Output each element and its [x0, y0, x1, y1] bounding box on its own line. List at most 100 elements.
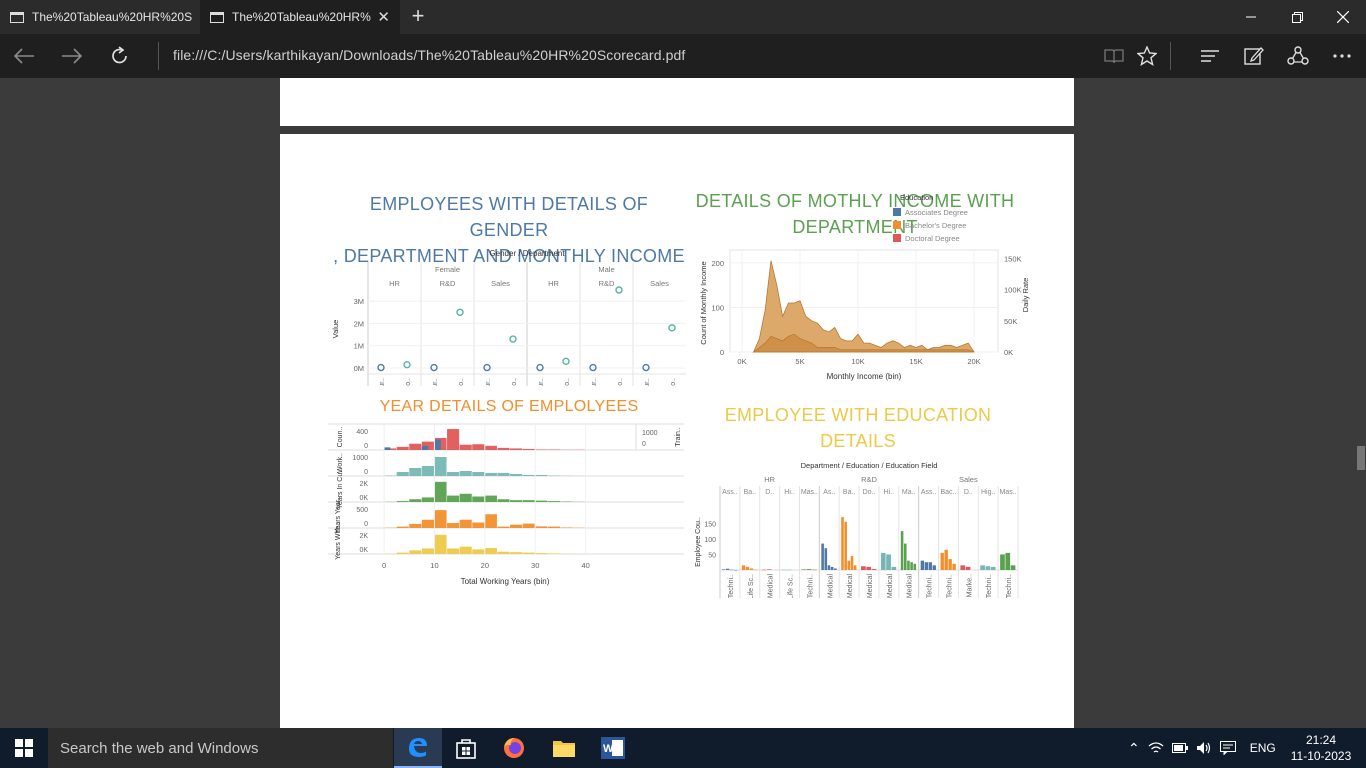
vertical-scrollbar[interactable] — [1354, 78, 1366, 728]
field-label: Medical — [907, 574, 914, 598]
favorite-button[interactable] — [1132, 42, 1162, 70]
word-app[interactable]: W — [589, 728, 637, 768]
department-label: Sales — [650, 279, 669, 288]
x-tick-label: 0K — [737, 357, 746, 366]
volume-icon[interactable] — [1196, 741, 1212, 755]
chart-1-title: EMPLOYEES WITH DETAILS OF GENDER , DEPAR… — [328, 191, 690, 269]
chart-2-title: DETAILS OF MOTHLY INCOME WITH DEPARTMENT — [690, 188, 1020, 240]
y-tick-label: 100 — [704, 537, 716, 544]
histogram-bar — [434, 510, 447, 528]
histogram-bar — [484, 495, 497, 502]
histogram-bar — [510, 500, 523, 502]
tab-1[interactable]: The%20Tableau%20HR%20S — [0, 0, 198, 34]
restore-button[interactable] — [1274, 0, 1320, 34]
x-tick-label: 20 — [481, 561, 489, 570]
row-tick-label: 0K — [359, 547, 368, 554]
gender-label: Male — [598, 265, 614, 274]
measure-label: CF-cur.. — [379, 378, 386, 386]
education-bar — [801, 569, 807, 570]
y-tick-label: 200 — [711, 259, 724, 268]
data-point — [562, 357, 570, 366]
education-label: Do.. — [863, 489, 876, 496]
field-label: Techni.. — [927, 574, 934, 598]
histogram-bar — [409, 443, 422, 450]
histogram-bar — [484, 473, 497, 476]
histogram-bar — [472, 549, 485, 554]
refresh-button[interactable] — [104, 41, 136, 71]
tab-2-title: The%20Tableau%20HR% — [232, 10, 371, 24]
forward-button[interactable] — [56, 41, 88, 71]
firefox-app[interactable] — [490, 728, 538, 768]
hub-button[interactable] — [1195, 42, 1225, 70]
histogram-bar — [434, 481, 447, 502]
y2-tick-label: 50K — [1004, 317, 1017, 326]
row-axis-title: Work.. — [337, 453, 344, 473]
education-bar — [907, 560, 910, 570]
store-app[interactable] — [442, 728, 490, 768]
data-point — [668, 324, 676, 332]
row-tick-label: 0 — [364, 521, 368, 528]
education-bar — [861, 566, 866, 570]
department-label: R&D — [599, 279, 615, 288]
right-panel-tick: 0 — [642, 441, 646, 448]
battery-icon[interactable] — [1171, 743, 1188, 753]
data-point — [403, 360, 411, 369]
education-bar — [1005, 552, 1011, 570]
legend-label: Bachelor's Degree — [905, 221, 966, 230]
y-axis-title: Count of Monthly Income — [699, 261, 708, 344]
pdf-page-1 — [280, 78, 1074, 126]
scrollbar-thumb[interactable] — [1357, 446, 1365, 470]
chart-4-title-line-2: DETAILS — [820, 431, 896, 451]
edge-app[interactable] — [394, 728, 442, 768]
x-tick-label: 20K — [967, 357, 980, 366]
measure-label: CF-cur.. — [538, 378, 545, 386]
tab-2[interactable]: The%20Tableau%20HR% ✕ — [200, 0, 400, 34]
store-icon — [456, 739, 476, 759]
education-bar — [834, 568, 837, 570]
back-button[interactable] — [8, 41, 40, 71]
y-axis-title: Value — [331, 320, 340, 339]
legend-title: Education — [900, 194, 933, 202]
web-note-button[interactable] — [1239, 42, 1269, 70]
education-label: Bac.. — [940, 489, 956, 496]
clock[interactable]: 21:24 11-10-2023 — [1286, 728, 1356, 768]
histogram-bar — [522, 448, 535, 450]
education-label: Hi.. — [884, 489, 895, 496]
reading-view-button[interactable] — [1099, 42, 1129, 70]
minimize-button[interactable] — [1228, 0, 1274, 34]
share-button[interactable] — [1283, 42, 1313, 70]
edge-icon — [409, 738, 427, 757]
more-button[interactable] — [1327, 42, 1357, 70]
education-bar — [733, 570, 738, 571]
close-tab-icon[interactable]: ✕ — [377, 9, 390, 26]
pdf-viewer[interactable]: EMPLOYEES WITH DETAILS OF GENDER , DEPAR… — [0, 78, 1366, 728]
close-window-button[interactable] — [1320, 0, 1366, 34]
field-label: Medical — [768, 574, 775, 598]
chart-1-title-line-1: EMPLOYEES WITH DETAILS OF GENDER — [369, 194, 649, 240]
url-field[interactable]: file:///C:/Users/karthikayan/Downloads/T… — [173, 47, 686, 63]
education-bar — [749, 568, 754, 570]
education-label: Hig.. — [981, 489, 995, 496]
row-tick-label: 500 — [356, 507, 368, 514]
notification-icon[interactable] — [1219, 741, 1236, 755]
histogram-bar — [447, 495, 460, 502]
show-hidden-icons-icon[interactable]: ⌃ — [1128, 739, 1140, 756]
field-label: Techni.. — [807, 574, 814, 598]
language-indicator[interactable]: ENG — [1249, 741, 1276, 755]
row-tick-label: 400 — [356, 429, 368, 436]
education-bar — [1000, 554, 1005, 570]
chart-3-title: YEAR DETAILS OF EMPLOLYEES — [379, 398, 639, 415]
wifi-icon[interactable] — [1148, 741, 1164, 755]
education-bar — [985, 566, 991, 570]
histogram-bar — [484, 445, 497, 450]
education-label: Mas.. — [801, 489, 818, 496]
new-tab-button[interactable]: + — [411, 3, 425, 28]
education-bar — [948, 559, 952, 570]
start-button[interactable] — [0, 728, 48, 768]
file-explorer-app[interactable] — [540, 728, 588, 768]
x-tick-label: 30 — [531, 561, 539, 570]
share-icon — [1287, 46, 1309, 65]
histogram-bar — [459, 471, 472, 476]
taskbar-search-box[interactable]: Search the web and Windows — [48, 728, 393, 768]
department-label: HR — [389, 279, 400, 288]
